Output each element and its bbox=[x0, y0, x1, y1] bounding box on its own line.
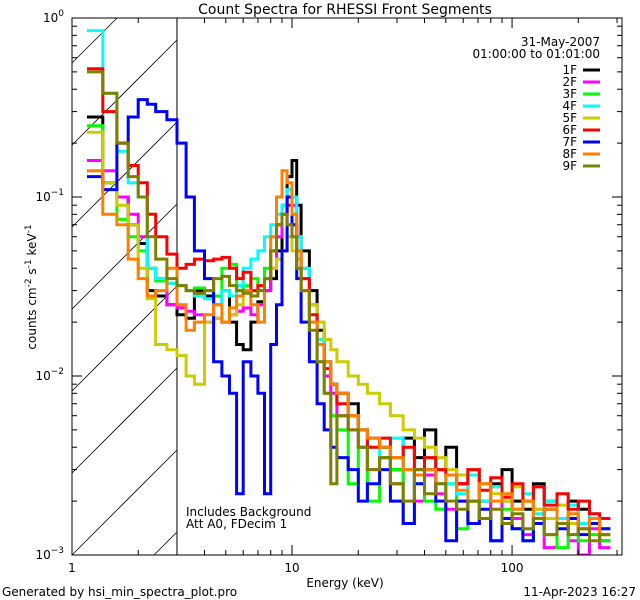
annotation-background: Includes Background bbox=[186, 505, 311, 519]
legend-label-4F: 4F bbox=[562, 99, 577, 113]
legend-label-8F: 8F bbox=[562, 147, 577, 161]
y-tick-label: 100 bbox=[43, 9, 64, 25]
footer-timestamp: 11-Apr-2023 16:27 bbox=[523, 585, 636, 599]
hatch-line bbox=[71, 285, 178, 392]
footer-generated: Generated by hsi_min_spectra_plot.pro bbox=[2, 585, 237, 599]
x-tick-label: 1 bbox=[68, 561, 76, 575]
legend-label-6F: 6F bbox=[562, 123, 577, 137]
x-tick-label: 100 bbox=[501, 561, 524, 575]
legend-label-3F: 3F bbox=[562, 87, 577, 101]
hatch-line bbox=[71, 39, 178, 146]
y-tick-label: 10−1 bbox=[35, 188, 64, 204]
hatch-line bbox=[71, 17, 118, 64]
annotation-attenuator: Att A0, FDecim 1 bbox=[186, 517, 287, 531]
hatch-line bbox=[153, 531, 178, 556]
series-group bbox=[87, 29, 611, 555]
x-tick-label: 10 bbox=[284, 561, 299, 575]
hatch-line bbox=[71, 367, 178, 474]
legend-label-5F: 5F bbox=[562, 111, 577, 125]
legend-label-1F: 1F bbox=[562, 63, 577, 77]
time-range-label: 01:00:00 to 01:01:00 bbox=[473, 47, 600, 61]
chart-title: Count Spectra for RHESSI Front Segments bbox=[198, 2, 492, 18]
y-tick-label: 10−2 bbox=[35, 367, 64, 383]
hatch-line bbox=[71, 203, 178, 310]
x-axis-label: Energy (keV) bbox=[306, 576, 383, 590]
legend-label-2F: 2F bbox=[562, 75, 577, 89]
hatched-attenuator-region bbox=[71, 17, 178, 556]
legend-label-9F: 9F bbox=[562, 159, 577, 173]
axes: 1 10 100 100 10−1 10−2 10−3 bbox=[35, 9, 623, 575]
plot-frame bbox=[71, 17, 623, 556]
hatch-line bbox=[71, 449, 178, 556]
legend-label-7F: 7F bbox=[562, 135, 577, 149]
series-line-9F bbox=[87, 70, 611, 543]
y-tick-label: 10−3 bbox=[35, 546, 64, 562]
series-line-3F bbox=[87, 124, 611, 550]
hatch-line bbox=[71, 121, 178, 228]
series-line-7F bbox=[87, 98, 611, 543]
series-line-2F bbox=[87, 159, 611, 555]
date-label: 31-May-2007 bbox=[521, 35, 600, 49]
y-axis-label: counts cm-2 s-1 keV-1 bbox=[24, 224, 39, 349]
